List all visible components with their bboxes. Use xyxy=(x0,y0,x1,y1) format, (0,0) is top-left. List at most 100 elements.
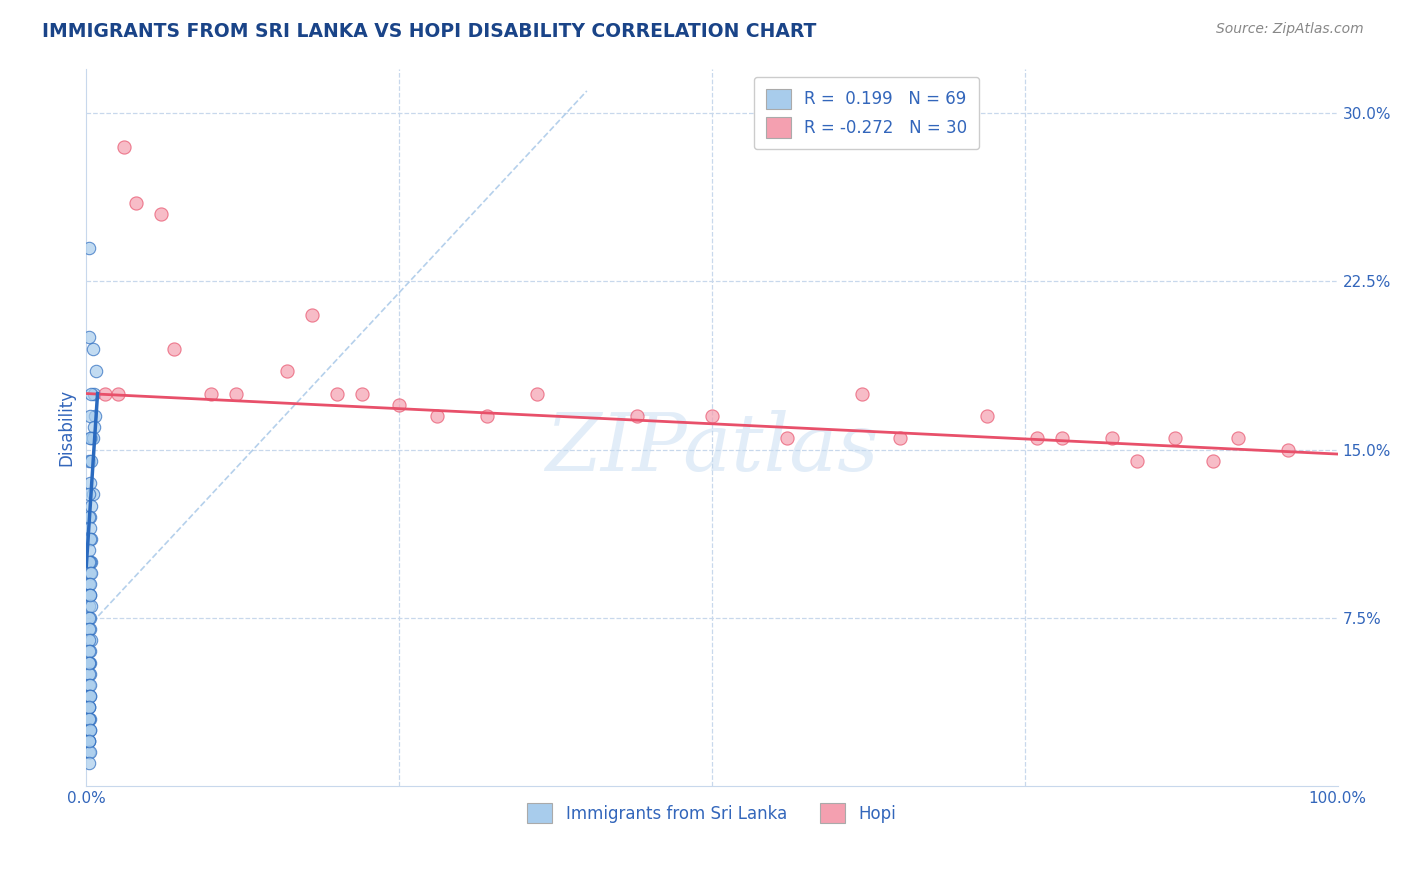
Point xyxy=(79,666,101,681)
Point xyxy=(80,555,103,569)
Point xyxy=(80,431,103,445)
Point xyxy=(79,577,101,591)
Point xyxy=(889,431,911,445)
Point xyxy=(1052,431,1074,445)
Point xyxy=(79,622,101,636)
Point xyxy=(79,712,101,726)
Point xyxy=(1164,431,1187,445)
Point xyxy=(77,509,100,524)
Point xyxy=(388,398,411,412)
Point xyxy=(301,308,323,322)
Point xyxy=(77,734,100,748)
Point xyxy=(77,700,100,714)
Point xyxy=(77,610,100,624)
Point xyxy=(276,364,298,378)
Text: ZIPatlas: ZIPatlas xyxy=(546,410,879,487)
Point xyxy=(163,342,186,356)
Point xyxy=(77,756,100,771)
Point xyxy=(83,386,105,401)
Point xyxy=(80,599,103,614)
Point xyxy=(526,386,548,401)
Point xyxy=(77,241,100,255)
Point xyxy=(80,533,103,547)
Text: Source: ZipAtlas.com: Source: ZipAtlas.com xyxy=(1216,22,1364,37)
Point xyxy=(79,555,101,569)
Point xyxy=(77,734,100,748)
Point xyxy=(77,644,100,658)
Point xyxy=(1277,442,1299,457)
Point xyxy=(77,700,100,714)
Point xyxy=(77,734,100,748)
Point xyxy=(475,409,498,423)
Point xyxy=(426,409,449,423)
Point xyxy=(79,610,101,624)
Point xyxy=(79,409,101,423)
Point xyxy=(851,386,873,401)
Point xyxy=(82,487,104,501)
Point xyxy=(125,196,148,211)
Point xyxy=(79,521,101,535)
Point xyxy=(80,566,103,580)
Point xyxy=(77,599,100,614)
Point xyxy=(77,689,100,703)
Point xyxy=(77,588,100,602)
Point xyxy=(700,409,723,423)
Point xyxy=(976,409,998,423)
Point xyxy=(350,386,373,401)
Point xyxy=(200,386,222,401)
Point xyxy=(80,386,103,401)
Text: IMMIGRANTS FROM SRI LANKA VS HOPI DISABILITY CORRELATION CHART: IMMIGRANTS FROM SRI LANKA VS HOPI DISABI… xyxy=(42,22,817,41)
Point xyxy=(83,420,105,434)
Point xyxy=(225,386,247,401)
Point xyxy=(77,723,100,737)
Point xyxy=(79,723,101,737)
Point xyxy=(77,454,100,468)
Point xyxy=(77,543,100,558)
Point xyxy=(79,588,101,602)
Point xyxy=(82,431,104,445)
Point xyxy=(112,140,135,154)
Point xyxy=(77,622,100,636)
Point xyxy=(79,533,101,547)
Point xyxy=(325,386,347,401)
Point xyxy=(1226,431,1249,445)
Point xyxy=(77,577,100,591)
Point xyxy=(79,656,101,670)
Point xyxy=(1026,431,1049,445)
Point xyxy=(84,409,107,423)
Point xyxy=(626,409,648,423)
Point xyxy=(80,454,103,468)
Point xyxy=(150,207,173,221)
Y-axis label: Disability: Disability xyxy=(58,389,75,466)
Point xyxy=(1126,454,1149,468)
Point xyxy=(79,723,101,737)
Point xyxy=(79,689,101,703)
Point xyxy=(77,487,100,501)
Point xyxy=(82,342,104,356)
Point xyxy=(77,712,100,726)
Legend: Immigrants from Sri Lanka, Hopi: Immigrants from Sri Lanka, Hopi xyxy=(516,791,908,835)
Point xyxy=(77,656,100,670)
Point xyxy=(77,745,100,759)
Point xyxy=(77,555,100,569)
Point xyxy=(79,678,101,692)
Point xyxy=(79,509,101,524)
Point xyxy=(77,700,100,714)
Point xyxy=(79,745,101,759)
Point xyxy=(77,666,100,681)
Point xyxy=(79,476,101,491)
Point xyxy=(77,330,100,344)
Point xyxy=(77,678,100,692)
Point xyxy=(80,499,103,513)
Point xyxy=(79,588,101,602)
Point xyxy=(77,633,100,648)
Point xyxy=(776,431,799,445)
Point xyxy=(77,656,100,670)
Point xyxy=(1201,454,1223,468)
Point xyxy=(84,364,107,378)
Point xyxy=(94,386,117,401)
Point xyxy=(79,644,101,658)
Point xyxy=(1101,431,1123,445)
Point xyxy=(80,633,103,648)
Point xyxy=(79,566,101,580)
